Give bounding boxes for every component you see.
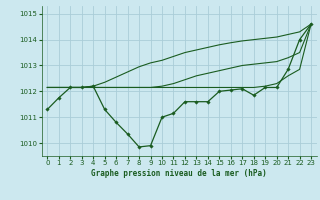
X-axis label: Graphe pression niveau de la mer (hPa): Graphe pression niveau de la mer (hPa) bbox=[91, 169, 267, 178]
